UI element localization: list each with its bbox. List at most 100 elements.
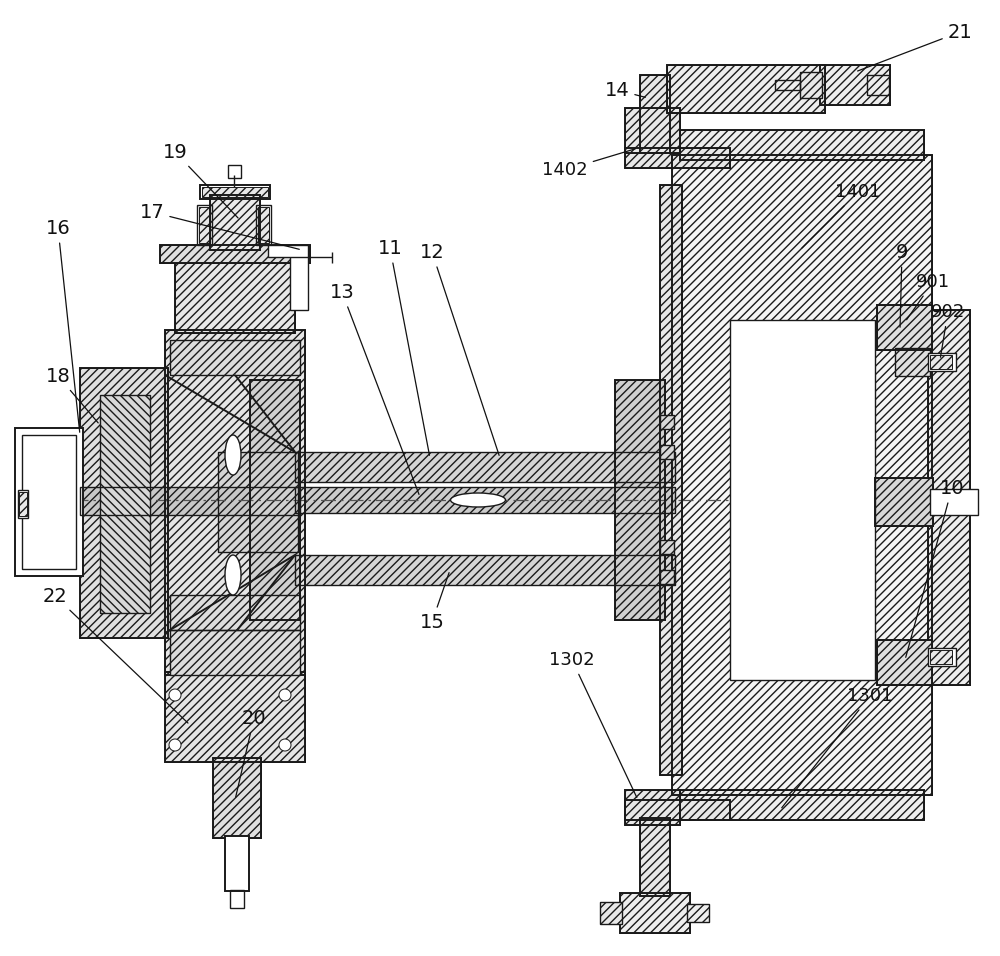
Bar	[660, 570, 674, 584]
Bar	[615, 380, 665, 620]
Text: 902: 902	[931, 303, 965, 358]
Bar	[15, 428, 83, 576]
Bar	[80, 368, 168, 638]
Bar	[210, 195, 260, 250]
Ellipse shape	[225, 435, 241, 475]
Text: 16: 16	[46, 219, 80, 432]
Text: 17: 17	[140, 203, 299, 250]
Text: 11: 11	[378, 238, 429, 455]
Bar	[928, 648, 956, 666]
Bar	[625, 800, 730, 820]
Circle shape	[169, 739, 181, 751]
Bar	[80, 368, 168, 638]
Bar	[625, 790, 680, 825]
Text: 22: 22	[43, 586, 188, 723]
Bar	[620, 893, 690, 933]
Bar	[640, 75, 670, 153]
Text: 1401: 1401	[802, 183, 881, 248]
Bar	[660, 445, 674, 459]
Bar	[625, 108, 680, 153]
Text: 15: 15	[420, 573, 449, 632]
Bar	[877, 640, 932, 685]
Text: 21: 21	[858, 23, 972, 71]
Bar	[175, 255, 295, 333]
Bar	[100, 395, 150, 613]
Text: 10: 10	[906, 479, 964, 658]
Ellipse shape	[225, 555, 241, 595]
Bar	[170, 630, 300, 675]
Bar	[600, 902, 622, 924]
Bar	[877, 305, 932, 350]
Bar	[625, 800, 730, 820]
Bar	[640, 818, 670, 896]
Text: 9: 9	[896, 243, 908, 327]
Bar	[199, 207, 210, 243]
Bar	[80, 487, 300, 515]
Bar	[218, 452, 298, 552]
Bar	[930, 355, 952, 369]
Bar	[928, 310, 970, 685]
Bar	[100, 395, 150, 613]
Text: 12: 12	[420, 243, 499, 455]
Bar	[600, 902, 622, 924]
Bar	[256, 205, 271, 245]
Bar	[625, 108, 680, 153]
Bar	[210, 195, 260, 250]
Bar	[895, 348, 930, 376]
Bar	[800, 72, 822, 98]
Text: 901: 901	[907, 273, 950, 319]
Circle shape	[169, 689, 181, 701]
Bar	[875, 478, 933, 526]
Bar	[660, 415, 674, 429]
Bar	[820, 65, 890, 105]
Bar	[170, 340, 300, 375]
Bar	[680, 130, 924, 160]
Bar	[687, 904, 709, 922]
Bar	[625, 790, 680, 825]
Text: 1402: 1402	[542, 149, 635, 179]
Bar	[295, 487, 675, 513]
Bar	[620, 893, 690, 933]
Bar	[877, 305, 932, 350]
Bar	[230, 890, 244, 908]
Bar	[660, 185, 682, 775]
Circle shape	[279, 689, 291, 701]
Bar	[680, 790, 924, 820]
Circle shape	[279, 739, 291, 751]
Bar	[22, 435, 76, 569]
Bar	[295, 452, 675, 482]
Bar	[660, 185, 682, 775]
Bar	[667, 65, 825, 113]
Bar	[250, 380, 300, 620]
Bar	[170, 595, 300, 630]
Bar	[295, 555, 675, 585]
Text: 18: 18	[46, 366, 98, 423]
Bar	[80, 487, 300, 515]
Bar	[175, 255, 295, 333]
Bar	[160, 245, 310, 263]
Bar	[680, 790, 924, 820]
Bar	[295, 452, 675, 482]
Bar	[895, 348, 930, 376]
Bar	[672, 155, 932, 795]
Bar	[615, 380, 665, 620]
Bar	[295, 487, 675, 513]
Bar	[170, 340, 300, 375]
Bar	[930, 650, 952, 664]
Bar	[660, 415, 674, 429]
Bar	[928, 310, 970, 685]
Bar	[730, 320, 875, 680]
Bar	[687, 904, 709, 922]
Bar	[197, 205, 212, 245]
Bar	[165, 672, 305, 762]
Text: 20: 20	[236, 708, 266, 797]
Bar	[290, 245, 308, 310]
Bar	[258, 207, 269, 243]
Bar	[625, 148, 730, 168]
Bar	[18, 490, 28, 518]
Bar	[218, 452, 298, 552]
Bar	[930, 489, 978, 515]
Bar	[660, 540, 674, 554]
Bar	[170, 595, 300, 630]
Text: 13: 13	[330, 283, 419, 494]
